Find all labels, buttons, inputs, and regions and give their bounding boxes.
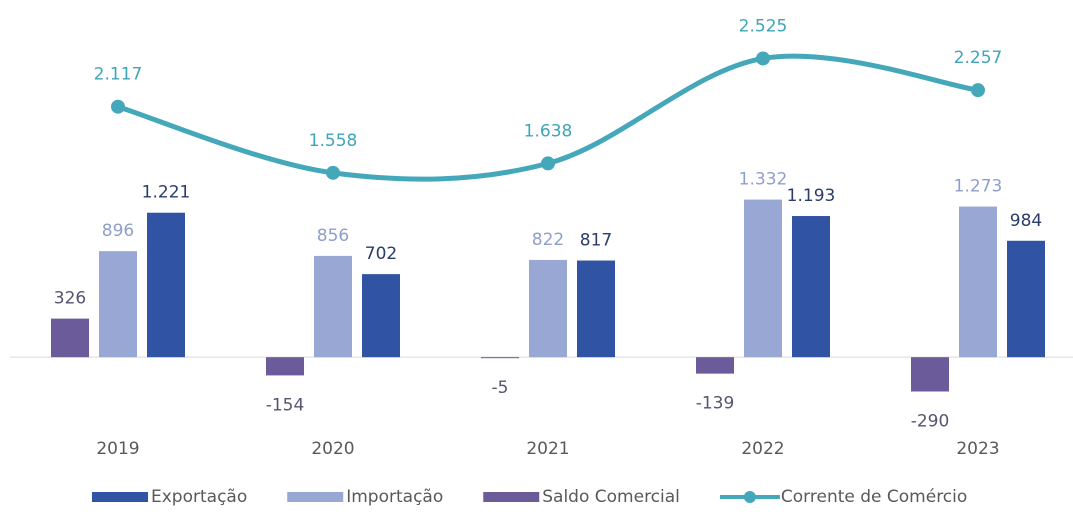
- data-label: -290: [911, 411, 950, 431]
- line-point: [541, 156, 555, 171]
- data-label: 1.638: [524, 121, 573, 141]
- x-tick-label: 2023: [956, 439, 999, 459]
- bar: [792, 216, 830, 358]
- x-tick-label: 2021: [526, 439, 569, 459]
- bar: [481, 357, 519, 359]
- bar: [266, 357, 304, 376]
- data-label: 2.117: [94, 65, 143, 85]
- data-label: 702: [365, 244, 397, 264]
- data-label: -154: [266, 395, 305, 415]
- data-label: 2.257: [954, 48, 1003, 68]
- bar: [51, 318, 89, 358]
- bar: [959, 206, 997, 358]
- data-label: 1.221: [142, 183, 191, 203]
- data-label: 1.332: [739, 170, 788, 190]
- legend-marker: [743, 491, 756, 503]
- bar: [577, 260, 615, 358]
- line-point: [756, 51, 770, 66]
- bar: [314, 255, 352, 358]
- data-label: 896: [102, 221, 134, 241]
- legend-label: Importação: [346, 487, 443, 507]
- legend-label: Saldo Comercial: [542, 487, 680, 507]
- bar: [1007, 240, 1045, 358]
- legend-swatch: [287, 492, 344, 502]
- data-label: 1.273: [954, 177, 1003, 197]
- bar: [696, 357, 734, 374]
- data-label: 856: [317, 226, 349, 246]
- x-tick-label: 2022: [741, 439, 784, 459]
- data-label: 822: [532, 230, 564, 250]
- line-point: [326, 165, 340, 180]
- bar: [99, 251, 137, 358]
- x-tick-label: 2019: [96, 439, 139, 459]
- legend-swatch: [483, 492, 540, 502]
- data-label: 2.525: [739, 16, 788, 36]
- line-point: [111, 99, 125, 114]
- bar: [362, 274, 400, 358]
- bar: [147, 212, 185, 358]
- legend-swatch: [92, 492, 148, 502]
- data-label: 1.558: [309, 131, 358, 151]
- data-label: 984: [1010, 211, 1042, 231]
- data-label: 817: [580, 231, 612, 251]
- data-label: -5: [492, 378, 509, 398]
- x-tick-label: 2020: [311, 439, 354, 459]
- bar: [529, 259, 567, 358]
- bar: [744, 199, 782, 358]
- data-label: -139: [696, 394, 735, 414]
- data-label: 326: [54, 289, 86, 309]
- line-point: [971, 83, 985, 98]
- legend-label: Exportação: [151, 487, 247, 507]
- legend-label: Corrente de Comércio: [781, 487, 967, 507]
- data-label: 1.193: [787, 186, 836, 206]
- bar: [911, 357, 949, 392]
